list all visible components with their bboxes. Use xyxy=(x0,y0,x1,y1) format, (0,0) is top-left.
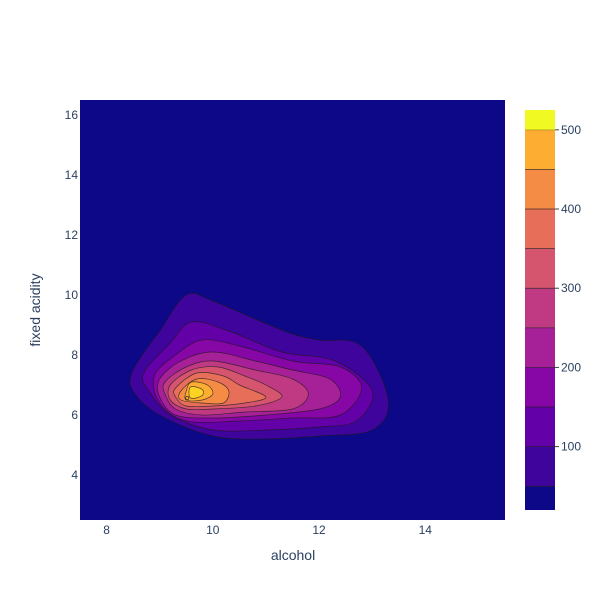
y-axis-title: fixed acidity xyxy=(27,273,43,346)
y-tick-label: 4 xyxy=(71,468,78,482)
colorbar-band xyxy=(525,209,555,249)
colorbar-band xyxy=(525,446,555,487)
x-axis-title: alcohol xyxy=(271,547,315,563)
contour-base-fill xyxy=(80,100,505,520)
colorbar-tick-label: 500 xyxy=(561,123,581,137)
colorbar[interactable]: 100 200 300 400 500 xyxy=(525,110,581,510)
y-tick-label: 6 xyxy=(71,408,78,422)
x-axis: 8 10 12 14 xyxy=(103,523,432,537)
contour-peak-point xyxy=(185,396,190,400)
colorbar-band xyxy=(525,327,555,368)
colorbar-tick-label: 100 xyxy=(561,440,581,454)
y-tick-label: 16 xyxy=(65,108,79,122)
y-axis: 4 6 8 10 12 14 16 xyxy=(65,108,79,482)
colorbar-band xyxy=(525,486,555,510)
x-tick-label: 12 xyxy=(312,523,326,537)
colorbar-band xyxy=(525,110,555,130)
plot-area[interactable] xyxy=(80,100,505,520)
y-tick-label: 12 xyxy=(65,228,79,242)
x-tick-label: 10 xyxy=(206,523,220,537)
y-tick-label: 14 xyxy=(65,168,79,182)
y-tick-label: 10 xyxy=(65,288,79,302)
colorbar-tick-label: 300 xyxy=(561,281,581,295)
contour-level-500 xyxy=(188,386,204,399)
colorbar-band xyxy=(525,169,555,210)
colorbar-band xyxy=(525,407,555,447)
x-tick-label: 14 xyxy=(419,523,433,537)
colorbar-band xyxy=(525,129,555,170)
x-tick-label: 8 xyxy=(103,523,110,537)
y-tick-label: 8 xyxy=(71,348,78,362)
colorbar-band xyxy=(525,367,555,408)
colorbar-band xyxy=(525,248,555,289)
colorbar-band xyxy=(525,288,555,328)
colorbar-tick-label: 400 xyxy=(561,202,581,216)
colorbar-tick-label: 200 xyxy=(561,360,581,374)
